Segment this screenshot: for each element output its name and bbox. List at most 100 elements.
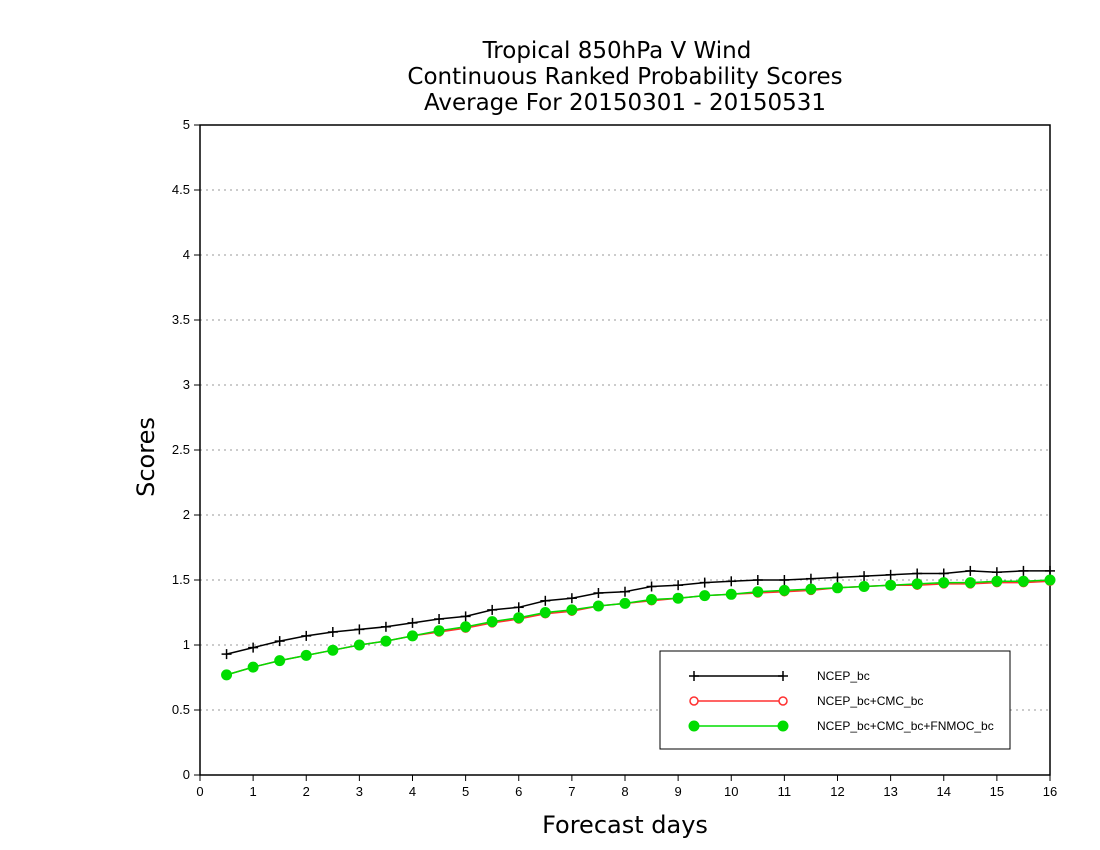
series-2-point-21 <box>778 584 790 596</box>
y-tick-label-1: 0.5 <box>172 702 190 717</box>
series-2-point-14 <box>592 600 604 612</box>
series-2-point-3 <box>300 649 312 661</box>
series-2-point-16 <box>646 594 658 605</box>
series-0-point-19 <box>726 576 737 587</box>
x-tick-label-9: 9 <box>675 784 682 799</box>
legend-label-1: NCEP_bc+CMC_bc <box>817 694 923 708</box>
series-0-point-3 <box>301 630 312 641</box>
data-series <box>221 565 1056 681</box>
series-2-point-10 <box>486 616 498 628</box>
x-tick-label-11: 11 <box>778 784 792 799</box>
x-tick-label-1: 1 <box>250 784 257 799</box>
legend-item-2: NCEP_bc+CMC_bc+FNMOC_bc <box>688 719 994 733</box>
series-0-point-21 <box>779 575 790 585</box>
series-0-point-30 <box>1018 565 1029 576</box>
series-0-point-12 <box>540 595 551 606</box>
y-tick-label-9: 4.5 <box>172 182 190 197</box>
x-tick-label-8: 8 <box>621 784 628 799</box>
series-0-point-18 <box>699 577 710 588</box>
series-2-point-20 <box>752 586 764 598</box>
series-2-point-26 <box>911 578 923 590</box>
y-tick-label-5: 2.5 <box>172 442 190 457</box>
series-2-point-25 <box>885 579 897 591</box>
legend-marker-start-2 <box>688 720 700 732</box>
series-2-point-24 <box>858 581 870 592</box>
series-0-point-29 <box>991 567 1002 578</box>
legend: NCEP_bc NCEP_bc+CMC_bc NCEP_bc+CMC_bc+FNMO… <box>659 650 1011 750</box>
series-0-point-17 <box>673 580 684 591</box>
series-2-point-11 <box>513 612 525 624</box>
series-2-point-7 <box>407 630 418 642</box>
legend-label-2: NCEP_bc+CMC_bc+FNMOC_bc <box>817 719 994 733</box>
series-2-point-31 <box>1044 574 1056 586</box>
series-0-point-23 <box>832 572 843 583</box>
x-tick-label-3: 3 <box>356 784 363 799</box>
series-2-point-27 <box>938 577 950 589</box>
series-2-point-13 <box>566 604 578 616</box>
y-tick-label-4: 2 <box>183 507 190 522</box>
legend-label-0: NCEP_bc <box>817 669 870 683</box>
gridlines <box>200 189 1050 711</box>
axes: 00.511.522.533.544.550 1 2 3 4 5 6 7 8 9 10 11 12 13 1… <box>172 117 1057 799</box>
x-tick-label-0: 0 <box>196 784 203 799</box>
series-0 <box>221 565 1055 660</box>
x-tick-label-5: 5 <box>462 784 469 799</box>
series-0-point-2 <box>274 636 285 647</box>
series-0-point-16 <box>646 581 657 592</box>
chart-title-line-3: Average For 20150301 - 20150531 <box>424 90 826 116</box>
y-tick-label-3: 1.5 <box>172 572 190 587</box>
y-axis-title: Scores <box>132 417 160 497</box>
x-tick-label-7: 7 <box>568 784 575 799</box>
series-2 <box>221 574 1056 681</box>
series-2-point-15 <box>619 597 631 609</box>
series-0-point-14 <box>593 588 604 598</box>
legend-marker-end-0 <box>778 671 788 681</box>
series-2-point-30 <box>1017 575 1029 587</box>
series-2-point-12 <box>539 607 551 618</box>
series-2-point-19 <box>725 588 737 600</box>
series-2-point-18 <box>699 590 711 602</box>
series-0-point-26 <box>912 568 923 579</box>
series-0-point-20 <box>752 575 763 585</box>
series-0-point-24 <box>859 571 870 582</box>
series-2-point-6 <box>380 635 392 647</box>
legend-marker-start-0 <box>689 671 699 681</box>
series-0-point-5 <box>354 624 365 635</box>
series-2-point-17 <box>672 592 684 604</box>
series-2-point-23 <box>832 582 843 594</box>
series-2-point-22 <box>805 583 817 595</box>
series-2-point-9 <box>460 621 472 633</box>
series-0-point-8 <box>434 614 445 624</box>
legend-box <box>659 650 1011 750</box>
series-0-point-13 <box>566 593 577 604</box>
x-tick-label-12: 12 <box>830 784 844 799</box>
series-0-point-27 <box>938 568 949 579</box>
legend-item-0: NCEP_bc <box>689 669 870 683</box>
x-tick-label-13: 13 <box>883 784 897 799</box>
y-tick-label-8: 4 <box>183 247 190 262</box>
y-tick-label-0: 0 <box>183 767 190 782</box>
x-tick-label-16: 16 <box>1043 784 1057 799</box>
series-0-point-15 <box>620 586 630 597</box>
x-tick-label-15: 15 <box>990 784 1004 799</box>
chart-title: Tropical 850hPa V Wind Continuous Ranked… <box>407 38 842 116</box>
series-0-point-28 <box>965 565 976 576</box>
series-2-point-29 <box>991 575 1003 587</box>
y-tick-label-2: 1 <box>183 637 190 652</box>
x-tick-label-14: 14 <box>937 784 951 799</box>
y-tick-label-7: 3.5 <box>172 312 190 327</box>
x-axis-title: Forecast days <box>542 811 708 839</box>
x-tick-label-4: 4 <box>409 784 416 799</box>
series-0-point-6 <box>380 621 391 632</box>
y-tick-label-10: 5 <box>183 117 190 132</box>
series-0-point-9 <box>460 611 471 622</box>
series-0-point-25 <box>885 569 896 580</box>
series-0-point-11 <box>513 602 524 613</box>
series-0-point-22 <box>805 573 816 584</box>
chart-title-line-1: Tropical 850hPa V Wind <box>482 38 752 64</box>
series-2-point-2 <box>274 655 286 667</box>
series-2-point-28 <box>964 577 976 589</box>
series-0-point-7 <box>407 617 418 628</box>
series-0-point-10 <box>487 604 498 615</box>
y-tick-label-6: 3 <box>183 377 190 392</box>
